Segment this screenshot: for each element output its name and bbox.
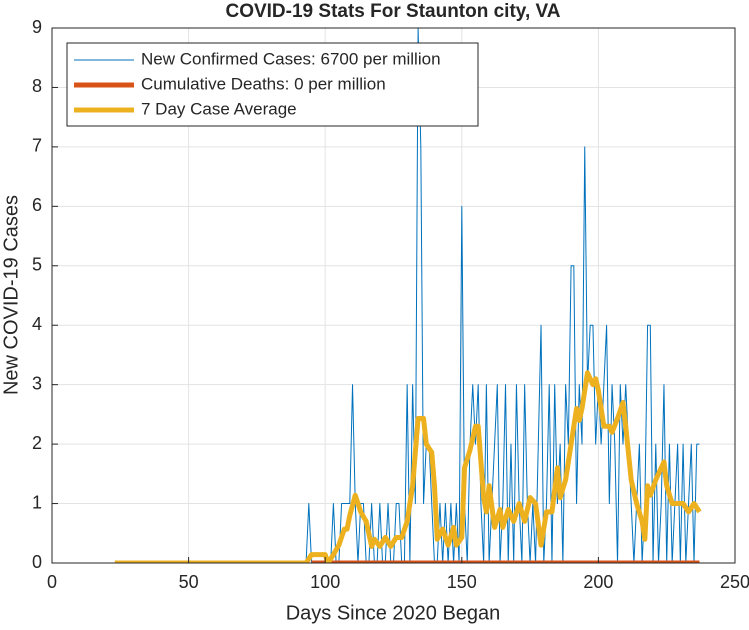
- y-tick-label: 1: [32, 492, 42, 512]
- y-tick-label: 2: [32, 433, 42, 453]
- y-tick-label: 8: [32, 76, 42, 96]
- y-tick-label: 7: [32, 136, 42, 156]
- axes-box: [51, 27, 736, 564]
- x-tick-label: 150: [447, 572, 477, 592]
- x-tick-label: 200: [583, 572, 613, 592]
- legend-label: 7 Day Case Average: [141, 99, 297, 118]
- x-tick-label: 250: [720, 572, 749, 592]
- x-tick-label: 0: [47, 572, 57, 592]
- y-tick-label: 4: [32, 314, 42, 334]
- y-tick-label: 5: [32, 255, 42, 275]
- legend-box: [66, 42, 479, 127]
- y-axis-label: New COVID-19 Cases: [0, 195, 22, 395]
- y-tick-label: 0: [32, 552, 42, 572]
- legend-label: Cumulative Deaths: 0 per million: [141, 74, 386, 93]
- chart-title: COVID-19 Stats For Staunton city, VA: [225, 1, 560, 22]
- y-tick-label: 6: [32, 195, 42, 215]
- y-tick-label: 9: [32, 17, 42, 37]
- y-tick-label: 3: [32, 373, 42, 393]
- x-tick-label: 50: [179, 572, 199, 592]
- series-line: [114, 28, 700, 563]
- legend-label: New Confirmed Cases: 6700 per million: [141, 49, 441, 68]
- x-axis-label: Days Since 2020 Began: [286, 602, 501, 624]
- x-tick-label: 100: [310, 572, 340, 592]
- series-line: [114, 370, 702, 563]
